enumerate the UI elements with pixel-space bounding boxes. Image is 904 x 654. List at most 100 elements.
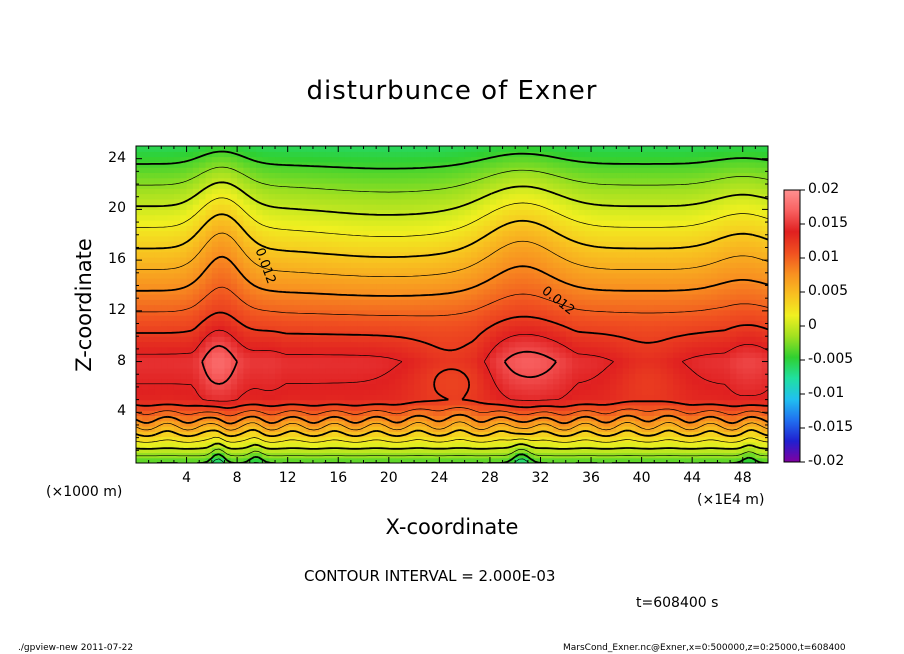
field-cell <box>426 441 434 448</box>
field-cell <box>161 394 169 401</box>
field-cell <box>660 373 668 380</box>
field-cell <box>350 167 358 174</box>
field-cell <box>508 267 516 274</box>
field-cell <box>363 315 371 321</box>
field-cell <box>534 309 542 316</box>
field-cell <box>527 410 535 417</box>
field-cell <box>287 320 295 327</box>
field-cell <box>591 346 598 353</box>
field-cell <box>338 193 346 200</box>
field-cell <box>452 415 459 422</box>
field-cell <box>344 235 352 242</box>
field-cell <box>325 410 333 417</box>
field-cell <box>597 457 605 463</box>
field-cell <box>205 172 213 179</box>
field-cell <box>180 352 188 358</box>
field-cell <box>464 383 472 390</box>
field-cell <box>281 431 289 438</box>
field-cell <box>142 188 150 195</box>
field-cell <box>199 230 207 237</box>
field-cell <box>622 320 630 327</box>
field-cell <box>173 420 181 427</box>
field-cell <box>515 161 523 168</box>
field-cell <box>616 330 624 337</box>
field-cell <box>496 447 504 454</box>
field-cell <box>173 320 181 327</box>
field-cell <box>508 325 516 332</box>
field-cell <box>268 283 276 290</box>
field-cell <box>287 198 295 205</box>
field-cell <box>610 182 617 189</box>
field-cell <box>458 394 466 401</box>
field-cell <box>572 304 579 311</box>
field-cell <box>230 198 238 205</box>
field-cell <box>192 283 200 290</box>
field-cell <box>369 235 377 242</box>
field-cell <box>369 198 377 205</box>
field-cell <box>521 198 529 205</box>
field-cell <box>300 219 308 226</box>
field-cell <box>654 188 662 195</box>
field-cell <box>199 288 207 295</box>
field-cell <box>508 457 516 463</box>
field-cell <box>584 399 592 406</box>
field-cell <box>489 357 497 364</box>
field-cell <box>439 304 447 311</box>
field-cell <box>262 346 270 353</box>
field-cell <box>483 415 491 422</box>
field-cell <box>167 357 175 364</box>
field-cell <box>610 394 617 401</box>
field-cell <box>357 177 365 184</box>
field-cell <box>559 373 567 380</box>
field-cell <box>300 283 308 290</box>
field-cell <box>281 151 289 158</box>
field-cell <box>553 315 561 321</box>
field-cell <box>224 373 232 380</box>
field-cell <box>388 230 396 237</box>
field-cell <box>167 283 175 290</box>
field-cell <box>647 410 655 417</box>
field-cell <box>180 278 188 284</box>
field-cell <box>256 431 263 438</box>
field-cell <box>534 241 542 247</box>
field-cell <box>553 188 561 195</box>
field-cell <box>401 182 409 189</box>
field-cell <box>496 394 504 401</box>
field-cell <box>154 399 162 406</box>
field-cell <box>382 251 390 258</box>
field-cell <box>591 193 598 200</box>
field-cell <box>489 352 497 358</box>
field-cell <box>521 219 529 226</box>
field-cell <box>641 431 649 438</box>
field-cell <box>243 325 251 332</box>
field-cell <box>420 394 428 401</box>
field-cell <box>559 167 567 174</box>
field-cell <box>502 320 510 327</box>
field-cell <box>243 209 251 216</box>
field-cell <box>496 341 504 348</box>
field-cell <box>477 209 485 216</box>
field-cell <box>312 293 320 300</box>
field-cell <box>161 320 169 327</box>
field-cell <box>350 251 358 258</box>
field-cell <box>199 389 207 395</box>
field-cell <box>211 278 219 284</box>
field-cell <box>300 288 308 295</box>
field-cell <box>287 299 295 306</box>
field-cell <box>452 209 459 216</box>
field-cell <box>218 426 226 432</box>
field-cell <box>521 188 529 195</box>
field-cell <box>237 293 245 300</box>
field-cell <box>363 204 371 210</box>
field-cell <box>641 198 649 205</box>
field-cell <box>565 293 573 300</box>
field-cell <box>249 357 257 364</box>
field-cell <box>319 288 327 295</box>
field-cell <box>458 389 466 395</box>
field-cell <box>205 309 213 316</box>
field-cell <box>622 431 630 438</box>
field-cell <box>388 204 396 210</box>
field-cell <box>300 304 308 311</box>
field-cell <box>534 156 542 163</box>
field-cell <box>458 441 466 448</box>
